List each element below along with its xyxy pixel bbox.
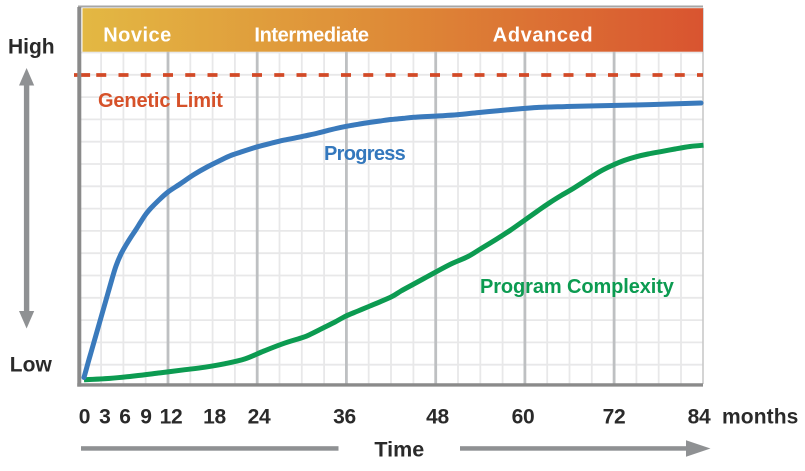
svg-text:Time: Time	[374, 438, 424, 462]
svg-text:60: 60	[512, 406, 535, 429]
svg-text:84: 84	[688, 406, 711, 429]
svg-text:12: 12	[160, 406, 183, 429]
svg-text:3: 3	[99, 406, 110, 429]
svg-text:36: 36	[333, 406, 356, 429]
svg-text:48: 48	[426, 406, 449, 429]
svg-text:Progress: Progress	[324, 143, 406, 165]
svg-text:9: 9	[140, 406, 151, 429]
svg-text:24: 24	[248, 406, 271, 429]
svg-text:6: 6	[119, 406, 130, 429]
svg-text:High: High	[8, 36, 55, 59]
svg-text:Genetic Limit: Genetic Limit	[98, 90, 223, 112]
svg-text:0: 0	[79, 406, 90, 429]
svg-text:Intermediate: Intermediate	[254, 25, 368, 47]
svg-text:Program Complexity: Program Complexity	[480, 276, 675, 298]
svg-text:Low: Low	[10, 354, 53, 377]
svg-text:Advanced: Advanced	[493, 25, 593, 47]
svg-text:Novice: Novice	[103, 25, 172, 47]
svg-text:72: 72	[603, 406, 626, 429]
svg-text:months: months	[722, 406, 798, 429]
svg-text:18: 18	[203, 406, 226, 429]
